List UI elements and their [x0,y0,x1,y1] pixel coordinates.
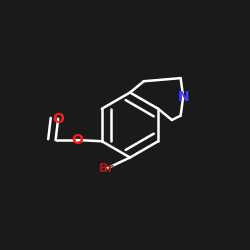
Text: O: O [71,133,83,147]
Text: N: N [177,90,189,104]
Text: Br: Br [98,162,114,175]
Text: O: O [52,112,64,126]
